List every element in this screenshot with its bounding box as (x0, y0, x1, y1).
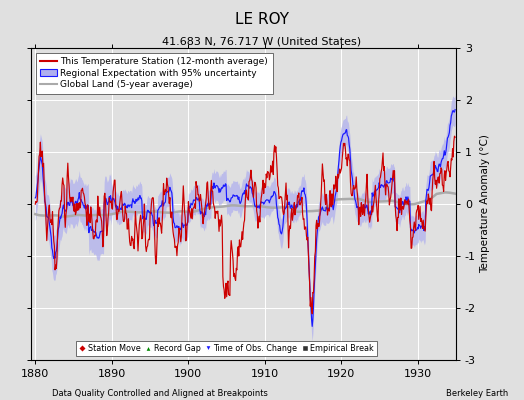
Text: Berkeley Earth: Berkeley Earth (446, 389, 508, 398)
Text: 41.683 N, 76.717 W (United States): 41.683 N, 76.717 W (United States) (162, 36, 362, 46)
Y-axis label: Temperature Anomaly (°C): Temperature Anomaly (°C) (480, 134, 490, 274)
Legend: Station Move, Record Gap, Time of Obs. Change, Empirical Break: Station Move, Record Gap, Time of Obs. C… (76, 340, 377, 356)
Text: Data Quality Controlled and Aligned at Breakpoints: Data Quality Controlled and Aligned at B… (52, 389, 268, 398)
Text: LE ROY: LE ROY (235, 12, 289, 27)
